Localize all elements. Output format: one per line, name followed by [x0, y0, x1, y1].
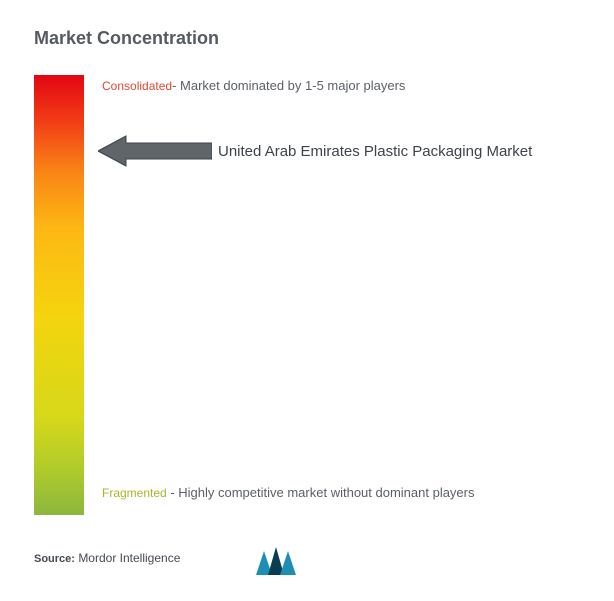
consolidated-label: Consolidated- Market dominated by 1-5 ma…: [102, 78, 405, 93]
mordor-logo-icon: [254, 545, 298, 579]
source-line: Source: Mordor Intelligence: [34, 551, 180, 565]
concentration-chart: Consolidated- Market dominated by 1-5 ma…: [34, 75, 580, 515]
market-pointer: United Arab Emirates Plastic Packaging M…: [98, 135, 532, 167]
fragmented-desc: - Highly competitive market without domi…: [167, 485, 475, 500]
consolidated-term: Consolidated: [102, 79, 172, 93]
fragmented-label: Fragmented - Highly competitive market w…: [102, 483, 475, 503]
consolidated-desc: - Market dominated by 1-5 major players: [172, 78, 405, 93]
arrow-icon: [98, 135, 212, 167]
source-label: Source:: [34, 553, 75, 565]
page-title: Market Concentration: [34, 28, 580, 49]
market-name: United Arab Emirates Plastic Packaging M…: [218, 143, 532, 160]
source-value: Mordor Intelligence: [78, 551, 180, 565]
fragmented-term: Fragmented: [102, 486, 167, 500]
gradient-scale: [34, 75, 84, 515]
